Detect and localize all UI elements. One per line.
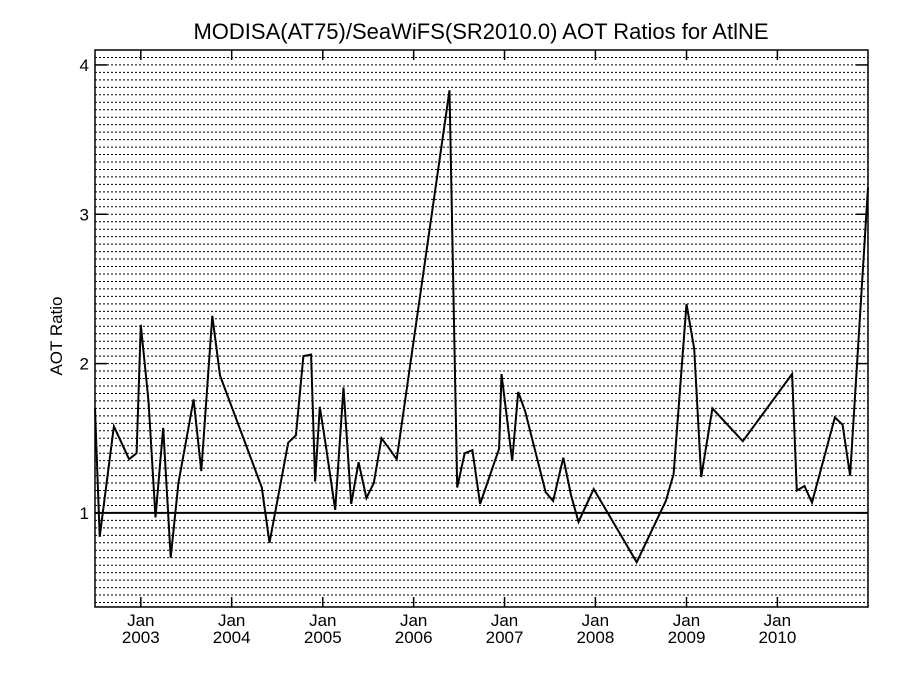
x-tick-label-month: Jan xyxy=(218,611,245,630)
x-tick-label-year: 2005 xyxy=(304,628,342,647)
y-axis-ticks: 1 2 3 4 xyxy=(80,56,868,523)
x-tick-label-year: 2009 xyxy=(668,628,706,647)
y-tick-label: 2 xyxy=(80,355,89,374)
x-tick-label-month: Jan xyxy=(309,611,336,630)
x-tick-label-month: Jan xyxy=(673,611,700,630)
x-tick-label-year: 2003 xyxy=(122,628,160,647)
chart-title: MODISA(AT75)/SeaWiFS(SR2010.0) AOT Ratio… xyxy=(193,19,768,44)
y-axis-label: AOT Ratio xyxy=(47,296,66,375)
x-tick-label-year: 2004 xyxy=(213,628,251,647)
y-tick-label: 4 xyxy=(80,56,89,75)
x-tick-label-month: Jan xyxy=(491,611,518,630)
y-tick-label: 3 xyxy=(80,205,89,224)
x-tick-label-year: 2008 xyxy=(576,628,614,647)
grid-lines xyxy=(95,56,868,604)
x-axis-ticks: Jan2003Jan2004Jan2005Jan2006Jan2007Jan20… xyxy=(122,50,796,647)
x-tick-label-year: 2010 xyxy=(758,628,796,647)
x-tick-label-year: 2007 xyxy=(486,628,524,647)
x-tick-label-month: Jan xyxy=(764,611,791,630)
x-tick-label-month: Jan xyxy=(582,611,609,630)
y-tick-label: 1 xyxy=(80,504,89,523)
x-tick-label-month: Jan xyxy=(127,611,154,630)
x-tick-label-month: Jan xyxy=(400,611,427,630)
series-line xyxy=(94,90,869,565)
plot-frame xyxy=(94,49,869,608)
x-tick-label-year: 2006 xyxy=(395,628,433,647)
